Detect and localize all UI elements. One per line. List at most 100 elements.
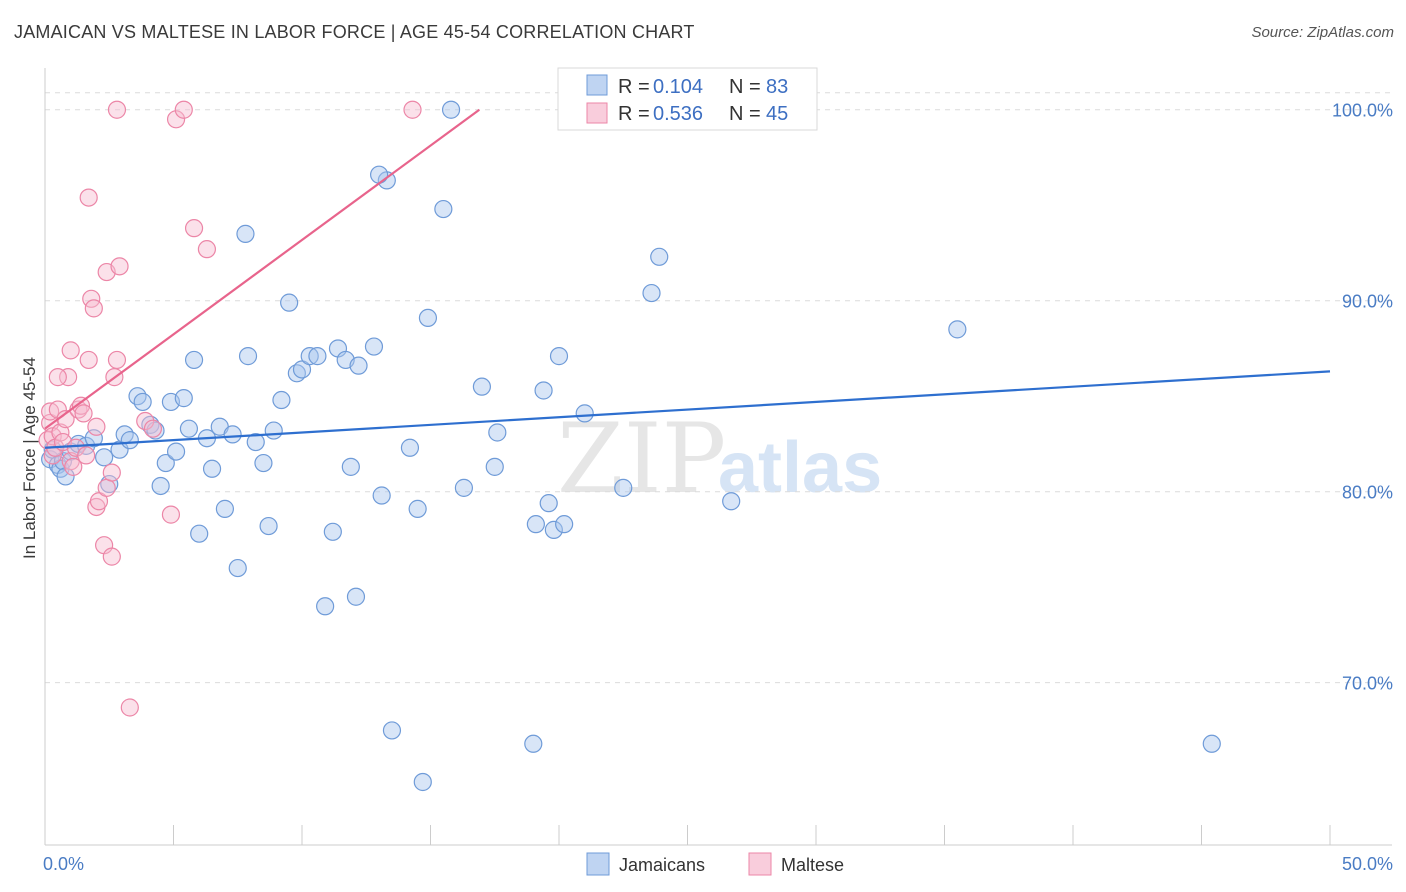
jamaicans-point [228, 558, 247, 578]
jamaicans-n-value: 83 [766, 76, 788, 98]
maltese-point [97, 478, 116, 497]
axes [44, 68, 1392, 846]
maltese-r-label: R = [618, 103, 650, 125]
jamaicans-point [400, 438, 420, 457]
jamaicans-point [254, 453, 273, 473]
jamaicans-legend-swatch [586, 74, 608, 96]
stats-legend: R = 0.104 N = 83 R = 0.536 N = 45 [557, 67, 818, 131]
jamaicans-point [264, 421, 283, 440]
jamaicans-point [179, 419, 199, 438]
jamaicans-point [323, 522, 342, 541]
series-legend: Jamaicans Maltese [586, 852, 844, 876]
x-tick-label: 50.0% [1342, 854, 1393, 874]
jamaicans-point [166, 442, 186, 461]
jamaicans-r-label: R = [618, 76, 650, 98]
maltese-points [38, 100, 422, 717]
jamaicans-n-label: N = [729, 76, 761, 98]
y-tick-label: 100.0% [1332, 101, 1393, 121]
tick-labels: 100.0% 90.0% 80.0% 70.0% 0.0% 50.0% [43, 101, 1393, 874]
jamaicans-point [555, 515, 574, 534]
maltese-point [79, 188, 98, 207]
jamaicans-point [441, 100, 461, 119]
maltese-point [107, 100, 127, 119]
jamaicans-point [128, 387, 147, 406]
jamaicans-point [642, 283, 661, 303]
y-tick-label: 70.0% [1342, 674, 1393, 694]
maltese-point [77, 446, 96, 465]
maltese-point [74, 404, 93, 423]
maltese-point [110, 257, 129, 276]
jamaicans-points [41, 100, 1221, 792]
jamaicans-point [53, 452, 73, 471]
maltese-trend-line [44, 108, 480, 430]
jamaicans-r-value: 0.104 [653, 76, 703, 98]
jamaicans-point [1202, 734, 1221, 753]
y-tick-label: 80.0% [1342, 483, 1393, 503]
jamaicans-point [95, 448, 114, 467]
watermark: ZIP atlas [557, 403, 882, 515]
jamaicans-point [722, 492, 741, 511]
jamaicans-point [650, 247, 669, 266]
maltese-point [197, 240, 217, 259]
jamaicans-point [259, 516, 278, 536]
jamaicans-bottom-label: Jamaicans [619, 855, 705, 875]
jamaicans-point [349, 356, 368, 375]
jamaicans-point [364, 337, 384, 356]
chart-title: JAMAICAN VS MALTESE IN LABOR FORCE | AGE… [14, 22, 695, 42]
maltese-n-label: N = [729, 103, 761, 125]
jamaicans-point [156, 453, 175, 473]
jamaicans-point [133, 392, 152, 412]
maltese-point [403, 100, 422, 119]
jamaicans-point [382, 721, 402, 740]
jamaicans-point [246, 432, 265, 452]
jamaicans-point [418, 308, 438, 328]
jamaicans-point [151, 476, 170, 496]
jamaicans-point [120, 431, 139, 450]
jamaicans-point [472, 377, 491, 396]
maltese-point [174, 100, 193, 119]
jamaicans-point [190, 524, 209, 543]
maltese-point [84, 299, 103, 318]
maltese-point [79, 350, 98, 370]
jamaicans-point [575, 404, 594, 423]
jamaicans-point [238, 347, 258, 366]
jamaicans-point [341, 457, 360, 476]
jamaicans-point [526, 515, 545, 534]
jamaicans-point [308, 347, 327, 366]
maltese-r-value: 0.536 [653, 103, 703, 125]
trend-lines [44, 108, 1331, 449]
jamaicans-point [202, 459, 222, 478]
maltese-point [87, 417, 106, 436]
maltese-point [48, 368, 67, 387]
maltese-point [64, 457, 83, 476]
jamaicans-point [434, 199, 453, 219]
jamaicans-point [549, 347, 569, 366]
jamaicans-point [408, 499, 427, 518]
jamaicans-point [454, 478, 474, 497]
y-axis-label: In Labor Force | Age 45-54 [20, 357, 39, 559]
maltese-n-value: 45 [766, 103, 788, 125]
maltese-point [102, 547, 121, 566]
jamaicans-point [488, 423, 507, 442]
maltese-point [61, 341, 80, 360]
maltese-point [166, 110, 186, 129]
jamaicans-point [524, 734, 543, 753]
maltese-point [143, 419, 163, 438]
jamaicans-point [223, 425, 242, 444]
jamaicans-point [370, 165, 389, 184]
jamaicans-point [215, 499, 234, 518]
jamaicans-point [316, 597, 335, 616]
source-label: Source: ZipAtlas.com [1251, 24, 1394, 41]
x-tick-label: 0.0% [43, 854, 84, 874]
jamaicans-point [236, 224, 255, 243]
gridlines [45, 92, 1392, 684]
jamaicans-point [280, 293, 299, 312]
jamaicans-point [413, 772, 432, 792]
maltese-point [184, 219, 204, 238]
jamaicans-point [174, 389, 193, 408]
maltese-point [102, 463, 121, 482]
jamaicans-point [300, 347, 319, 366]
jamaicans-point [292, 360, 312, 379]
jamaicans-point [272, 390, 291, 410]
